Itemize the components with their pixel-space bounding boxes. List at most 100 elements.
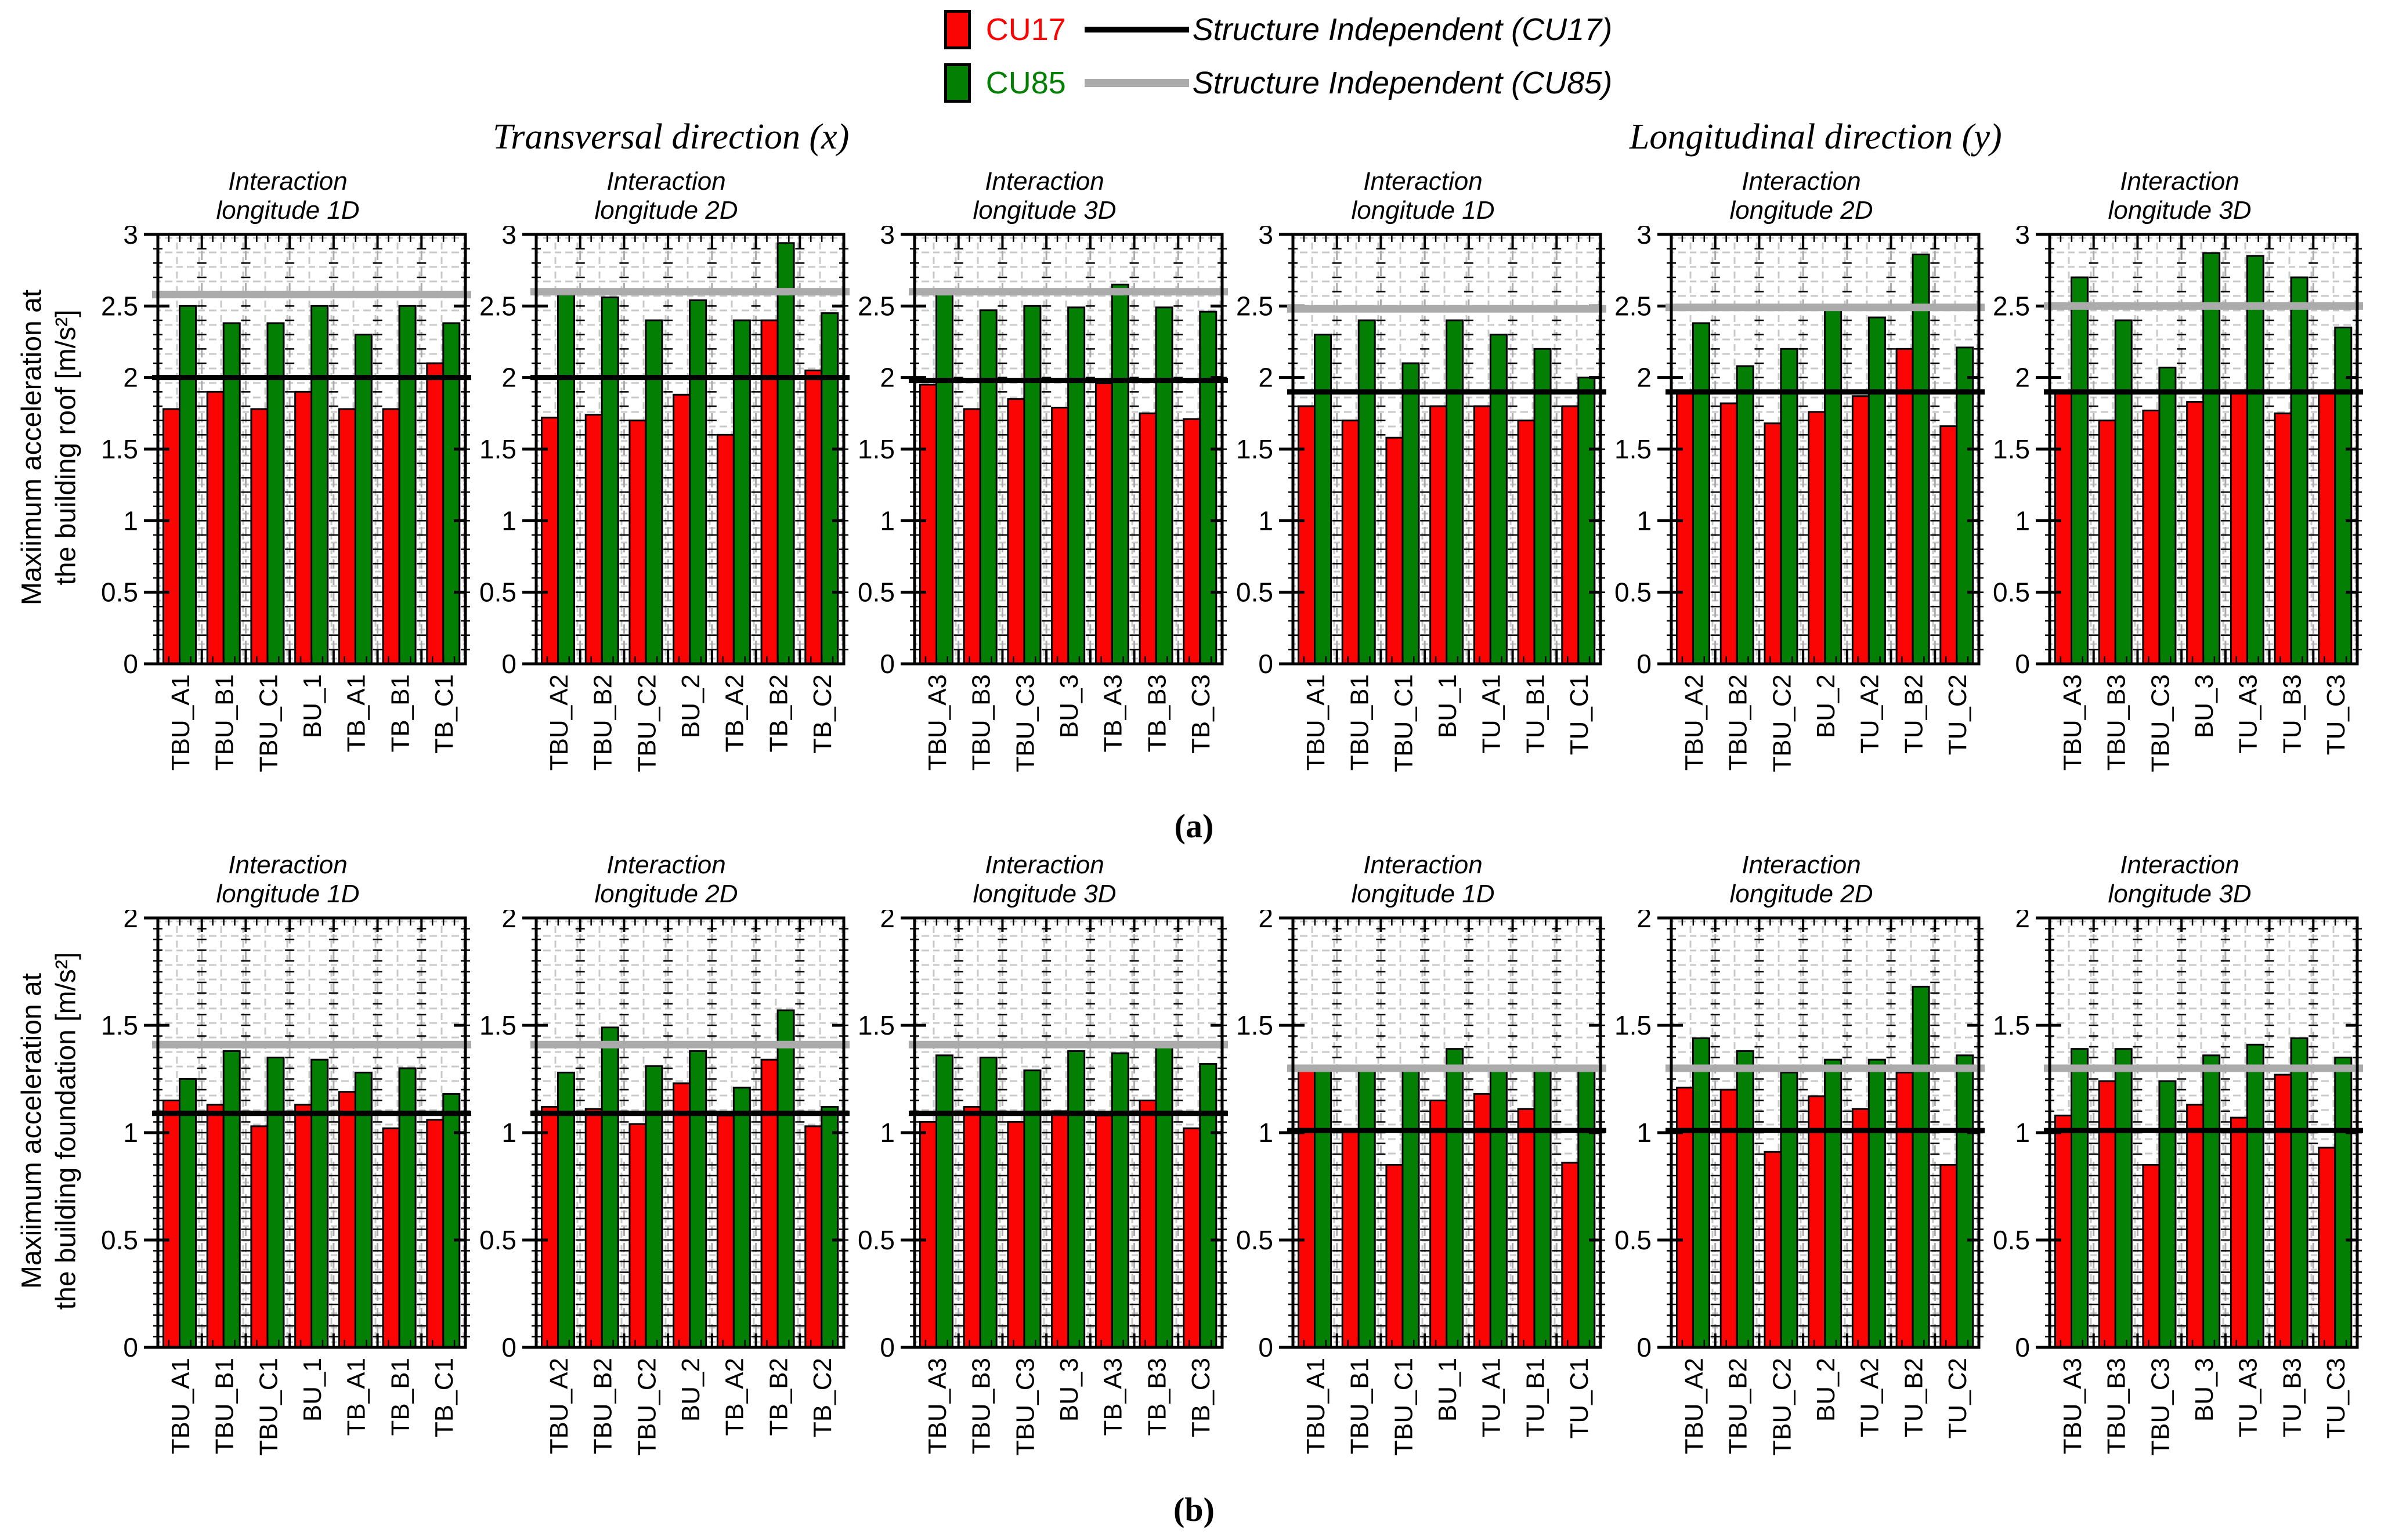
- y-tick-label: 1.5: [1614, 1010, 1652, 1040]
- x-tick-label: TBU_C1: [1389, 1358, 1418, 1456]
- chart-cell: Interaction longitude 3D 0 0.5 1 1.5 2 TBU_A3 TB…: [855, 847, 1234, 1492]
- y-tick-label: 3: [1258, 226, 1273, 250]
- chart-title: Interaction longitude 1D: [1351, 847, 1494, 909]
- bar-cu85: [1155, 1042, 1173, 1349]
- chart-plot: 0 0.5 1 1.5 2 TBU_A1 TBU_B1 TBU_C1 BU_1 TB_A1 TB_B…: [101, 910, 471, 1456]
- bar-cu17: [584, 414, 603, 665]
- x-tick-label: BU_3: [1055, 1358, 1083, 1422]
- x-tick-label: TU_A2: [1856, 674, 1884, 754]
- chart-title-line: Interaction: [228, 850, 348, 879]
- bar-cu17: [760, 319, 779, 665]
- chart-plot: 0 0.5 1 1.5 2 2.5 3 TBU_A3 TBU_B3 TBU_C3 BU_3 TB_A3…: [858, 226, 1228, 772]
- y-tick-label: 3: [880, 226, 895, 250]
- chart-title-line: Interaction: [228, 167, 348, 196]
- bar-cu85: [2334, 1057, 2353, 1349]
- x-tick-label: TU_A3: [2234, 674, 2263, 754]
- x-tick-label: TB_C1: [430, 674, 458, 754]
- bar-cu85: [979, 309, 998, 665]
- y-tick-label: 0.5: [479, 577, 516, 608]
- x-tick-label: TBU_B1: [211, 1358, 239, 1454]
- roof-ylabel-line2: the building roof [m/s²]: [50, 309, 81, 585]
- bar-cu17: [2186, 401, 2205, 665]
- chart-title-line: longitude 1D: [216, 879, 360, 908]
- direction-titles: Transversal direction (x) Longitudinal d…: [0, 110, 2388, 164]
- bar-cu85: [979, 1057, 998, 1349]
- x-tick-label: TBU_C2: [1768, 674, 1796, 772]
- y-tick-label: 2: [1636, 363, 1652, 393]
- y-tick-label: 1: [1258, 1118, 1273, 1148]
- y-tick-label: 3: [1636, 226, 1652, 250]
- bar-cu85: [2114, 319, 2133, 665]
- bar-cu85: [1446, 319, 1464, 665]
- bar-cu85: [1023, 305, 1042, 665]
- chart-plot: 0 0.5 1 1.5 2 TBU_A1 TBU_B1 TBU_C1 BU_1 TU_A1 TU_B…: [1236, 910, 1606, 1456]
- chart-title: Interaction longitude 3D: [973, 164, 1116, 225]
- bar-cu85: [1314, 1067, 1332, 1349]
- bar-cu85: [935, 288, 953, 665]
- bar-cu17: [673, 1082, 691, 1349]
- chart-plot: 0 0.5 1 1.5 2 TBU_A3 TBU_B3 TBU_C3 BU_3 TB_A3 TB_B…: [858, 910, 1228, 1456]
- chart-title: Interaction longitude 1D: [1351, 164, 1494, 225]
- chart-title-line: longitude 2D: [594, 879, 738, 908]
- x-tick-label: TB_B3: [1143, 674, 1171, 753]
- chart-title-line: longitude 1D: [1351, 196, 1495, 225]
- chart-title-line: Interaction: [1363, 167, 1483, 196]
- bar-cu17: [162, 1100, 180, 1349]
- bar-cu85: [1956, 346, 1974, 665]
- bar-cu85: [1155, 306, 1173, 665]
- bar-cu85: [1357, 319, 1376, 665]
- chart-title: Interaction longitude 3D: [2108, 847, 2251, 909]
- bar-cu17: [1473, 405, 1491, 665]
- x-tick-label: TB_A3: [1099, 1358, 1128, 1436]
- y-tick-label: 2: [123, 363, 138, 393]
- y-tick-label: 0.5: [1236, 577, 1273, 608]
- foundation-ylabel-line2: the building foundation [m/s²]: [50, 952, 81, 1310]
- bar-cu17: [804, 1125, 823, 1349]
- x-tick-label: TBU_A2: [1680, 674, 1708, 771]
- foundation-ylabel-text: Maxiimum acceleration at the building fo…: [15, 952, 83, 1310]
- legend-label-structure-independent-cu17: Structure Independent (CU17): [1192, 12, 1613, 47]
- y-tick-label: 2: [1258, 363, 1273, 393]
- bar-cu17: [919, 1121, 937, 1349]
- bar-cu17: [2318, 1147, 2336, 1349]
- bar-cu17: [628, 420, 647, 665]
- y-tick-label: 0.5: [1614, 1225, 1652, 1255]
- y-tick-label: 1.5: [858, 1010, 895, 1040]
- y-tick-label: 2.5: [1993, 291, 2030, 321]
- x-tick-label: TBU_B2: [1724, 674, 1753, 771]
- y-tick-label: 0: [880, 1332, 895, 1362]
- x-tick-label: TBU_B2: [1724, 1358, 1753, 1454]
- bar-cu85: [1199, 310, 1218, 665]
- bar-cu17: [1939, 1164, 1958, 1349]
- x-tick-label: TBU_A3: [923, 674, 952, 771]
- bar-cu17: [1007, 398, 1025, 665]
- chart-title-line: Interaction: [1742, 167, 1861, 196]
- bar-cu85: [1780, 348, 1798, 665]
- x-tick-label: TBU_C3: [1011, 674, 1039, 772]
- bar-cu17: [1139, 1100, 1157, 1349]
- y-tick-label: 1: [880, 1118, 895, 1148]
- x-tick-label: TB_B3: [1143, 1358, 1171, 1436]
- bar-cu85: [1111, 283, 1129, 665]
- chart-plot: 0 0.5 1 1.5 2 TBU_A2 TBU_B2 TBU_C2 BU_2 TB_A2 TB_B…: [479, 910, 850, 1456]
- bar-cu85: [821, 1106, 839, 1349]
- bar-cu17: [1429, 1100, 1448, 1349]
- bar-cu85: [1912, 985, 1930, 1349]
- x-tick-label: TU_A1: [1477, 1358, 1506, 1437]
- bar-cu17: [1764, 422, 1782, 665]
- x-tick-label: TBU_C1: [254, 1358, 283, 1456]
- bar-cu17: [426, 362, 445, 665]
- bar-cu85: [179, 1078, 197, 1349]
- bar-cu17: [2318, 391, 2336, 665]
- y-tick-label: 2: [2015, 363, 2030, 393]
- bar-cu17: [382, 408, 400, 665]
- bar-cu85: [1824, 309, 1843, 665]
- bar-cu85: [776, 242, 795, 665]
- y-tick-label: 0.5: [1614, 577, 1652, 608]
- chart-title-line: longitude 1D: [216, 196, 360, 225]
- bar-cu85: [1692, 322, 1710, 665]
- chart-cell: Interaction longitude 3D 0 0.5 1 1.5 2 TBU_A3 TB…: [1990, 847, 2369, 1492]
- bar-cu85: [821, 312, 839, 665]
- x-tick-label: TU_B2: [1899, 1358, 1928, 1437]
- y-tick-label: 0: [1258, 649, 1273, 679]
